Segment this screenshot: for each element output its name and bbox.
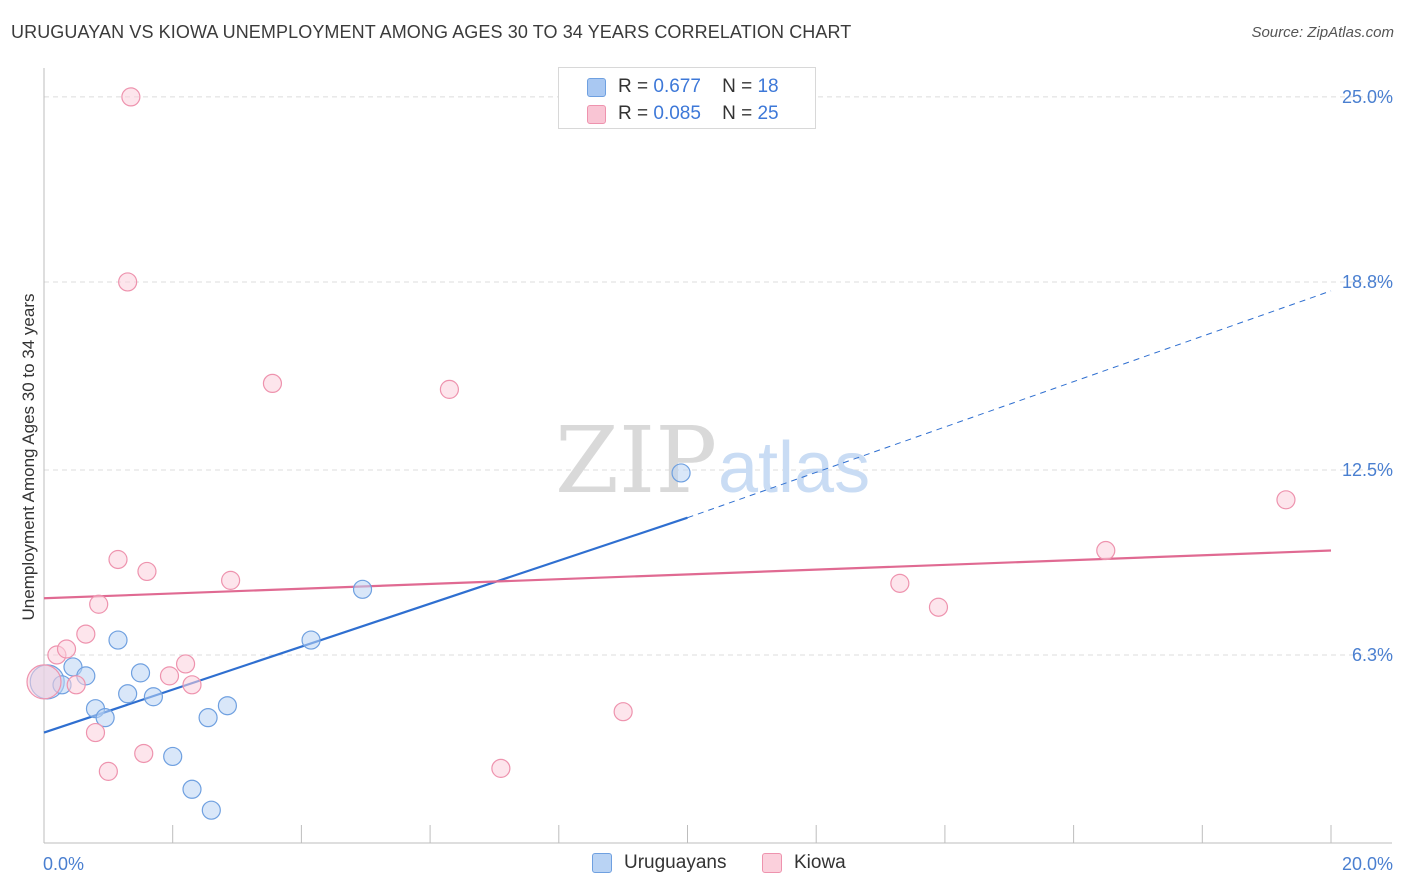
watermark-zip: ZIP (555, 407, 717, 514)
data-points (26, 87, 1296, 820)
kiowa-point (118, 272, 138, 292)
kiowa-point (175, 654, 196, 674)
series-label-kiowa: Kiowa (794, 852, 846, 873)
legend-n-label: N = (722, 103, 753, 124)
kiowa-point (182, 675, 202, 695)
uruguayans-trend-line (43, 516, 688, 734)
y-tick-label: 18.8% (1342, 272, 1393, 292)
kiowa-point (98, 761, 118, 781)
kiowa-point (928, 597, 949, 617)
uruguayans-point (182, 779, 202, 799)
y-tick-labels: 6.3% 12.5% 18.8% 25.0% (1342, 87, 1393, 665)
uruguayans-point (301, 630, 321, 650)
legend-n-value-kiowa: 25 (757, 103, 779, 124)
watermark: ZIP atlas (555, 407, 870, 514)
legend-swatch-kiowa (587, 105, 606, 124)
legend-r-label: R = (618, 103, 649, 124)
kiowa-point (108, 549, 128, 570)
y-tick-label: 12.5% (1342, 460, 1393, 480)
uruguayans-point (118, 684, 138, 704)
kiowa-point (56, 639, 77, 659)
kiowa-point (137, 561, 157, 582)
series-swatch-kiowa (762, 853, 782, 873)
series-label-uruguayans: Uruguayans (624, 852, 727, 873)
y-axis-label: Unemployment Among Ages 30 to 34 years (19, 294, 38, 621)
kiowa-point (491, 758, 511, 778)
kiowa-point (121, 87, 141, 107)
kiowa-point (26, 664, 62, 700)
kiowa-point (159, 666, 180, 686)
watermark-atlas: atlas (718, 428, 870, 508)
grid-lines (44, 96, 1392, 656)
uruguayans-point (163, 746, 183, 767)
legend-r-value-uruguayans: 0.677 (653, 76, 701, 97)
x-tick-label: 0.0% (43, 854, 84, 874)
kiowa-point (134, 743, 154, 764)
kiowa-trend-line (43, 549, 1332, 600)
legend-n-value-uruguayans: 18 (757, 76, 779, 97)
kiowa-point (439, 379, 460, 399)
chart-title: URUGUAYAN VS KIOWA UNEMPLOYMENT AMONG AG… (11, 22, 852, 42)
kiowa-point (1096, 540, 1116, 561)
uruguayans-point (143, 687, 163, 707)
legend-r-value-kiowa: 0.085 (653, 103, 701, 124)
uruguayans-point (198, 708, 218, 728)
kiowa-point (89, 594, 109, 614)
uruguayans-point (130, 663, 151, 683)
kiowa-point (262, 373, 283, 394)
kiowa-point (76, 624, 96, 644)
y-tick-label: 25.0% (1342, 87, 1393, 107)
correlation-legend: R = 0.677 N = 18 R = 0.085 N = 25 (558, 67, 816, 129)
uruguayans-point (352, 579, 373, 599)
kiowa-point (613, 702, 633, 722)
uruguayans-point (671, 463, 691, 483)
legend-swatch-uruguayans (587, 78, 606, 97)
x-tick-label: 20.0% (1342, 854, 1393, 874)
kiowa-point (1276, 490, 1296, 510)
kiowa-point (890, 573, 910, 593)
uruguayans-point (108, 630, 128, 650)
x-tick-labels: 0.0% 20.0% (43, 854, 1393, 874)
kiowa-point (221, 570, 241, 590)
uruguayans-point (217, 696, 237, 716)
y-tick-label: 6.3% (1352, 645, 1393, 665)
uruguayans-point (95, 708, 115, 728)
uruguayans-point (201, 800, 221, 820)
legend-n-label: N = (722, 76, 753, 97)
kiowa-point (66, 675, 86, 695)
source-credit: Source: ZipAtlas.com (1251, 24, 1394, 41)
uruguayans-trend-extension (687, 290, 1332, 519)
kiowa-point (85, 722, 106, 743)
legend-r-label: R = (618, 76, 649, 97)
series-swatch-uruguayans (592, 853, 612, 873)
axes (43, 68, 1392, 844)
